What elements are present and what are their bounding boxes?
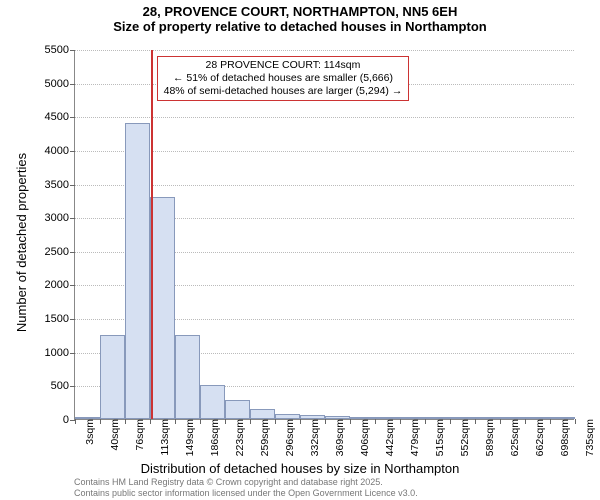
chart-title-line1: 28, PROVENCE COURT, NORTHAMPTON, NN5 6EH <box>0 4 600 19</box>
y-tick-label: 500 <box>51 380 75 392</box>
y-tick-label: 4500 <box>45 111 75 123</box>
y-tick-label: 0 <box>63 414 75 426</box>
y-tick-label: 5000 <box>45 78 75 90</box>
y-tick-label: 2000 <box>45 279 75 291</box>
histogram-bar <box>125 123 150 419</box>
x-tick-label: 76sqm <box>128 419 146 451</box>
property-marker-line <box>151 50 153 419</box>
histogram-bar <box>275 414 300 419</box>
x-tick-label: 735sqm <box>578 419 596 456</box>
x-tick-label: 515sqm <box>428 419 446 456</box>
histogram-bar <box>300 415 325 419</box>
histogram-bar <box>375 417 400 419</box>
x-tick-label: 3sqm <box>78 419 96 445</box>
histogram-bar <box>325 416 350 419</box>
x-tick <box>100 419 101 424</box>
x-tick-label: 662sqm <box>528 419 546 456</box>
y-tick-label: 1000 <box>45 347 75 359</box>
histogram-bar <box>400 417 425 419</box>
x-tick <box>475 419 476 424</box>
x-tick <box>225 419 226 424</box>
callout-line: 48% of semi-detached houses are larger (… <box>164 85 403 98</box>
x-tick <box>525 419 526 424</box>
x-tick-label: 40sqm <box>103 419 121 451</box>
x-tick <box>575 419 576 424</box>
x-tick <box>250 419 251 424</box>
histogram-bar <box>225 400 250 419</box>
x-tick <box>75 419 76 424</box>
x-tick <box>150 419 151 424</box>
histogram-bar <box>200 385 225 419</box>
histogram-bar <box>150 197 175 419</box>
x-tick <box>500 419 501 424</box>
x-tick <box>325 419 326 424</box>
x-tick-label: 479sqm <box>403 419 421 456</box>
histogram-bar <box>525 417 550 419</box>
x-tick-label: 625sqm <box>503 419 521 456</box>
x-tick-label: 552sqm <box>453 419 471 456</box>
x-tick <box>550 419 551 424</box>
property-size-chart: 28, PROVENCE COURT, NORTHAMPTON, NN5 6EH… <box>0 0 600 500</box>
x-tick <box>200 419 201 424</box>
x-tick <box>300 419 301 424</box>
histogram-bar <box>350 417 375 419</box>
y-tick-label: 4000 <box>45 145 75 157</box>
y-axis-title: Number of detached properties <box>14 63 29 242</box>
x-tick-label: 113sqm <box>153 419 171 456</box>
plot-area: 0500100015002000250030003500400045005000… <box>74 50 574 420</box>
y-tick-label: 1500 <box>45 313 75 325</box>
x-tick <box>400 419 401 424</box>
attribution-line1: Contains HM Land Registry data © Crown c… <box>74 477 418 487</box>
attribution-line2: Contains public sector information licen… <box>74 488 418 498</box>
x-tick-label: 296sqm <box>278 419 296 456</box>
histogram-bar <box>475 417 500 419</box>
x-axis-title: Distribution of detached houses by size … <box>0 461 600 476</box>
chart-title-line2: Size of property relative to detached ho… <box>0 19 600 34</box>
x-tick-label: 442sqm <box>378 419 396 456</box>
histogram-bar <box>100 335 125 419</box>
histogram-bar <box>500 417 525 419</box>
x-tick <box>350 419 351 424</box>
x-tick-label: 149sqm <box>178 419 196 456</box>
histogram-bar <box>75 417 100 419</box>
y-tick-label: 3500 <box>45 179 75 191</box>
x-tick-label: 259sqm <box>253 419 271 456</box>
callout-line: ← 51% of detached houses are smaller (5,… <box>164 72 403 85</box>
histogram-bar <box>175 335 200 419</box>
property-callout: 28 PROVENCE COURT: 114sqm← 51% of detach… <box>157 56 410 101</box>
histogram-bar <box>450 417 475 419</box>
x-tick-label: 698sqm <box>553 419 571 456</box>
x-tick-label: 369sqm <box>328 419 346 456</box>
x-tick-label: 223sqm <box>228 419 246 456</box>
x-tick <box>275 419 276 424</box>
y-tick-label: 5500 <box>45 44 75 56</box>
x-tick <box>125 419 126 424</box>
x-tick <box>175 419 176 424</box>
y-tick-label: 3000 <box>45 212 75 224</box>
histogram-bar <box>425 417 450 419</box>
x-tick-label: 406sqm <box>353 419 371 456</box>
x-tick-label: 186sqm <box>203 419 221 456</box>
histogram-bar <box>550 417 575 419</box>
x-tick <box>450 419 451 424</box>
x-tick-label: 589sqm <box>478 419 496 456</box>
x-tick <box>375 419 376 424</box>
attribution-text: Contains HM Land Registry data © Crown c… <box>74 477 418 498</box>
y-tick-label: 2500 <box>45 246 75 258</box>
histogram-bar <box>250 409 275 419</box>
callout-line: 28 PROVENCE COURT: 114sqm <box>164 59 403 72</box>
chart-title-block: 28, PROVENCE COURT, NORTHAMPTON, NN5 6EH… <box>0 4 600 34</box>
x-tick <box>425 419 426 424</box>
x-tick-label: 332sqm <box>303 419 321 456</box>
